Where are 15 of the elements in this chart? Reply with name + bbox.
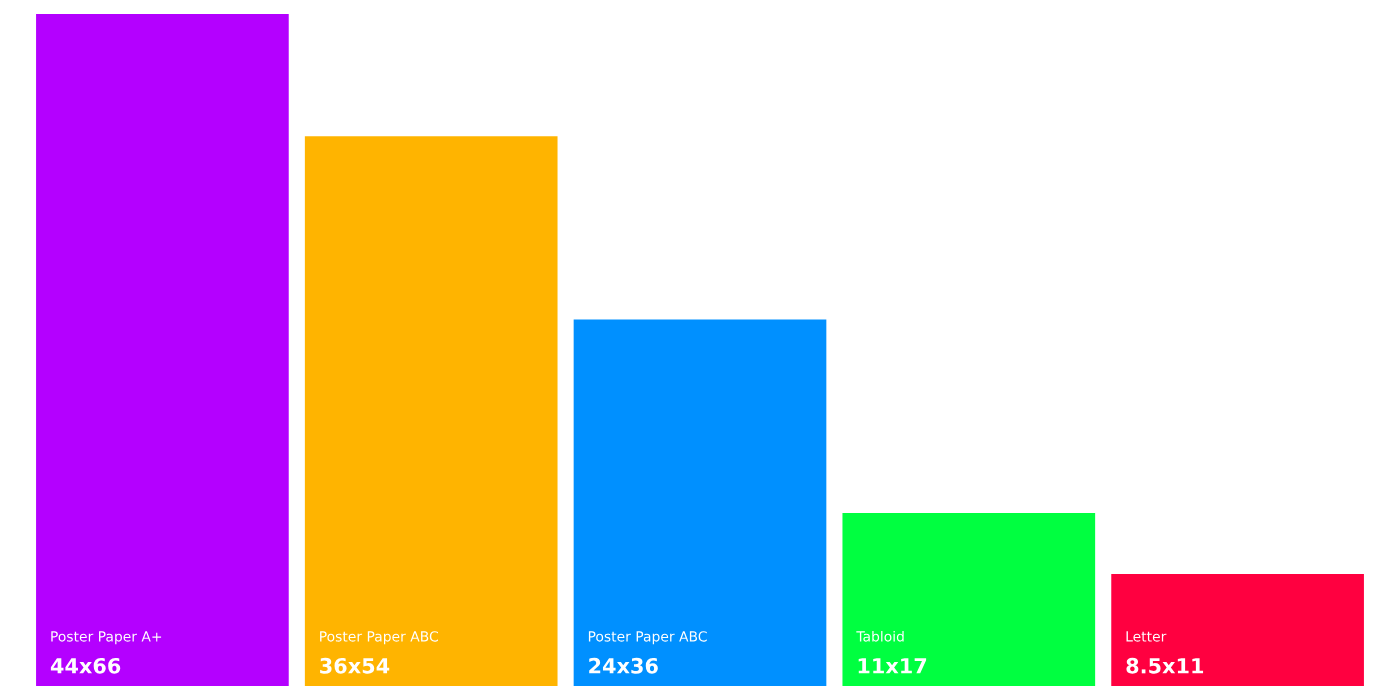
data-label: 8.5x11 xyxy=(1126,657,1204,674)
data-label: 36x54 xyxy=(320,657,390,674)
data-label: 24x36 xyxy=(589,657,658,674)
x-tick-label: Poster Paper ABC xyxy=(588,631,707,645)
x-tick-label: Tabloid xyxy=(856,630,904,642)
x-tick-label: Poster Paper A+ xyxy=(51,631,162,645)
x-tick-label: Letter xyxy=(1126,631,1167,642)
data-label: 11x17 xyxy=(858,658,927,674)
bar xyxy=(573,319,827,686)
x-tick-label: Poster Paper ABC xyxy=(320,631,438,645)
data-label: 44x66 xyxy=(50,657,121,674)
bar xyxy=(36,14,289,686)
bar xyxy=(842,512,1096,686)
bar xyxy=(304,136,558,686)
bar xyxy=(1111,574,1364,686)
